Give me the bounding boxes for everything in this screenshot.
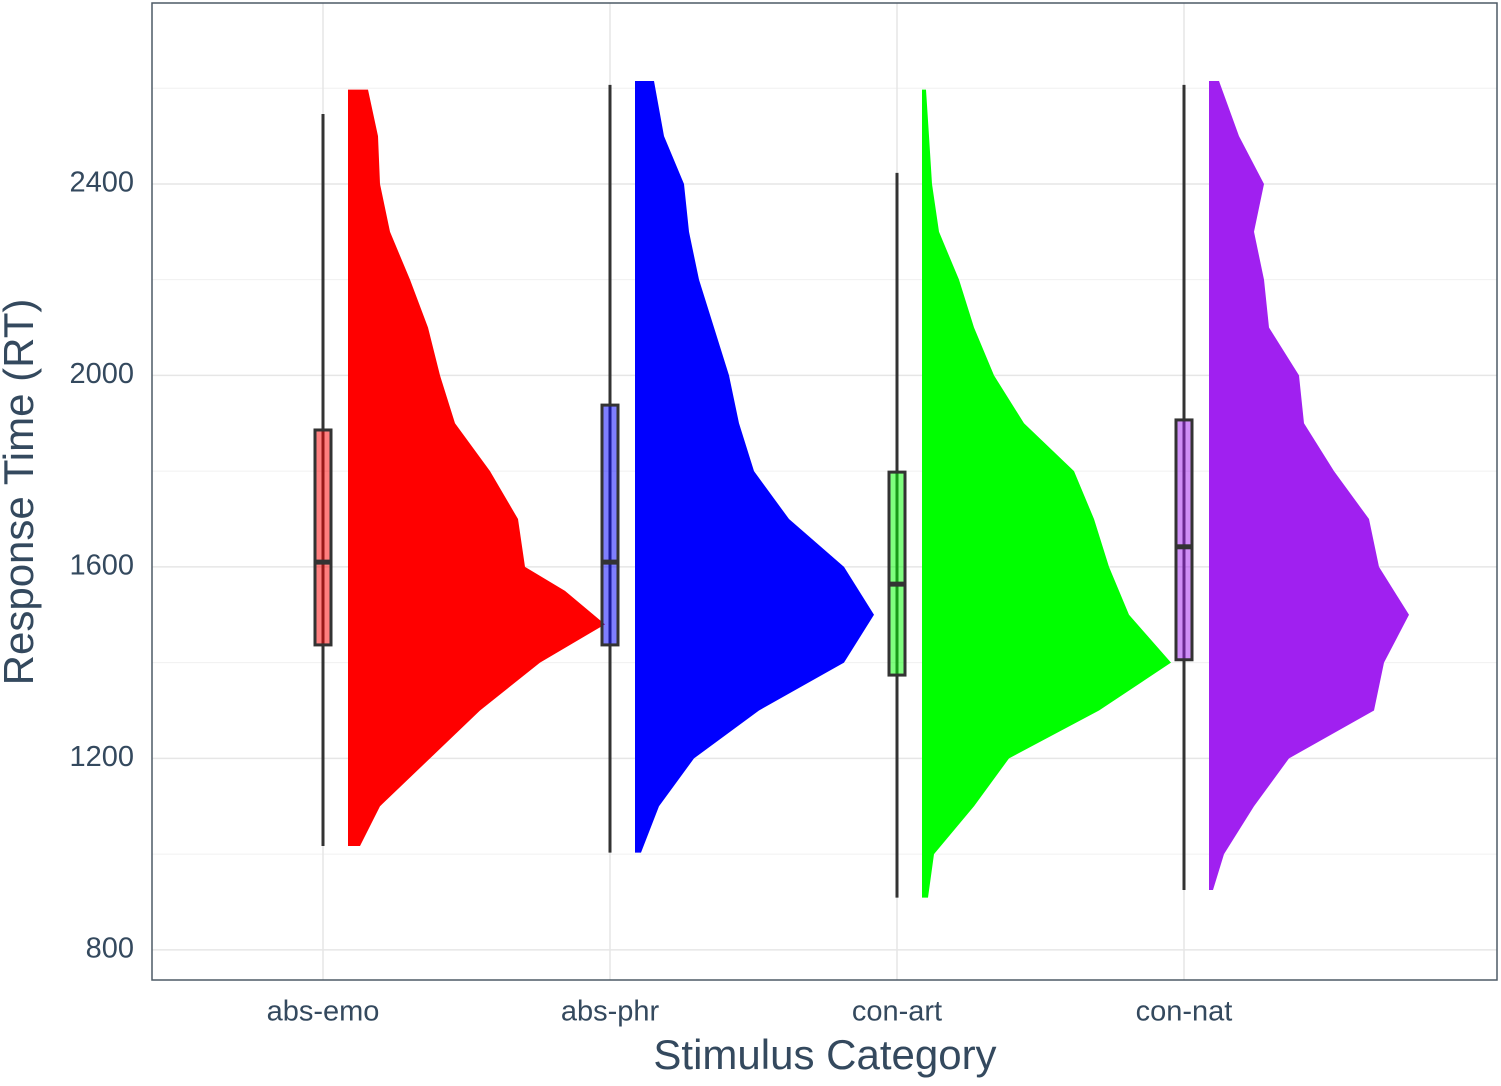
x-axis-title: Stimulus Category	[653, 1031, 996, 1078]
box	[600, 403, 620, 647]
y-tick-label: 800	[86, 932, 134, 964]
y-axis-title: Response Time (RT)	[0, 299, 42, 686]
x-tick-label: abs-phr	[561, 996, 660, 1028]
x-tick-label: abs-emo	[267, 996, 380, 1028]
y-tick-label: 1200	[69, 741, 134, 773]
x-tick-label: con-art	[852, 996, 942, 1028]
y-tick-label: 2000	[69, 358, 134, 390]
box	[887, 470, 907, 677]
box	[1174, 418, 1194, 662]
box	[313, 428, 333, 647]
x-tick-label: con-nat	[1136, 996, 1233, 1028]
plot-border	[151, 2, 1498, 981]
y-tick-label: 2400	[69, 167, 134, 199]
y-tick-label: 1600	[69, 550, 134, 582]
violin	[635, 81, 874, 853]
violin	[922, 89, 1171, 898]
violin	[1209, 81, 1409, 891]
violin	[348, 89, 605, 846]
